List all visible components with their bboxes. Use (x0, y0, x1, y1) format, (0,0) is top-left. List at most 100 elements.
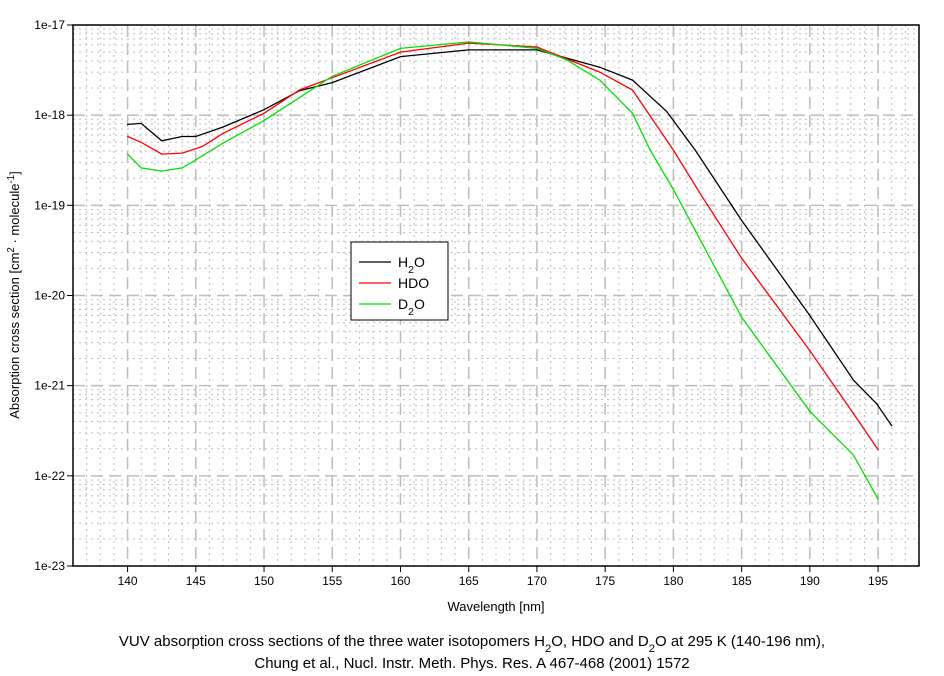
data-point (599, 66, 601, 68)
x-tick-label: 175 (595, 574, 615, 588)
x-tick-label: 155 (322, 574, 342, 588)
series-lines (126, 41, 893, 500)
x-axis-title: Wavelength [nm] (447, 599, 544, 614)
text-segment: 2 (545, 643, 551, 655)
data-point (852, 379, 855, 381)
legend-label: D2O (398, 296, 425, 318)
data-point (331, 77, 333, 79)
y-tick-label: 1e-21 (34, 379, 65, 393)
text-segment: O (414, 254, 425, 270)
y-tick-label: 1e-19 (34, 198, 65, 212)
data-point (161, 170, 163, 172)
series-line (127, 49, 893, 427)
y-tick-label: 1e-20 (34, 289, 65, 303)
data-point (195, 135, 197, 138)
data-point (891, 425, 893, 427)
data-point (631, 79, 634, 81)
data-point (698, 191, 700, 193)
data-point (161, 140, 163, 142)
data-point (263, 109, 265, 111)
data-point (809, 349, 811, 352)
data-point (852, 454, 855, 456)
y-tick-label: 1e-22 (34, 469, 65, 483)
y-axis-title: Absorption cross section [cm2 · molecule… (6, 171, 23, 419)
text-segment: H (398, 254, 408, 270)
legend-box (350, 241, 449, 321)
data-point (536, 47, 538, 50)
data-point (599, 71, 601, 73)
data-point (126, 123, 129, 125)
data-point (631, 89, 634, 91)
text-segment: 2 (6, 247, 17, 252)
x-tick-label: 160 (390, 574, 410, 588)
data-point (741, 219, 743, 222)
x-tick-label: 150 (254, 574, 274, 588)
data-point (181, 152, 183, 154)
data-point (399, 56, 402, 58)
text-segment: Absorption cross section [cm (7, 253, 22, 419)
data-point (665, 110, 668, 113)
data-point (876, 403, 878, 405)
data-point (694, 149, 696, 151)
data-point (852, 413, 855, 415)
text-segment: -1 (6, 175, 17, 184)
data-point (631, 112, 634, 114)
data-point (809, 410, 811, 412)
data-point (181, 167, 183, 169)
x-tick-label: 170 (527, 574, 547, 588)
data-point (140, 167, 142, 169)
text-segment: HDO (398, 275, 429, 291)
data-point (672, 149, 674, 151)
data-point (161, 153, 163, 155)
caption-line-1: VUV absorption cross sections of the thr… (119, 633, 825, 655)
data-point (672, 188, 674, 191)
y-tick-label: 1e-17 (34, 18, 65, 32)
data-point (566, 59, 568, 61)
text-segment: 2 (649, 643, 655, 655)
x-tick-label: 165 (459, 574, 479, 588)
text-segment: · molecule (7, 184, 22, 248)
legend-label: HDO (398, 275, 429, 291)
y-tick-label: 1e-23 (34, 559, 65, 573)
text-segment: 2 (408, 264, 414, 276)
data-point (263, 112, 265, 114)
data-point (741, 316, 743, 318)
data-point (298, 89, 301, 91)
x-tick-label: 185 (732, 574, 752, 588)
data-point (331, 75, 333, 77)
data-point (468, 49, 470, 51)
y-tick-label: 1e-18 (34, 108, 65, 122)
data-point (202, 145, 204, 148)
data-point (126, 153, 129, 155)
x-tick-label: 145 (186, 574, 206, 588)
x-tick-label: 195 (868, 574, 888, 588)
x-tick-label: 190 (800, 574, 820, 588)
series-line (127, 41, 879, 500)
x-tick-label: 140 (118, 574, 138, 588)
axis-ticks: 140 145 150 155 160 165 170 175 180 185 190 195 1e-1… (34, 18, 888, 588)
data-point (741, 257, 743, 259)
data-point (536, 46, 538, 48)
data-point (468, 41, 470, 43)
data-point (649, 149, 651, 151)
legend-label: H2O (398, 254, 425, 276)
data-point (222, 126, 224, 128)
data-point (536, 49, 538, 51)
text-segment: Chung et al., Nucl. Instr. Meth. Phys. R… (254, 655, 689, 672)
data-point (140, 122, 142, 125)
data-point (399, 47, 402, 50)
data-point (877, 449, 879, 451)
data-point (331, 81, 333, 84)
data-point (468, 42, 470, 44)
text-segment: O (414, 296, 425, 312)
caption-line-2: Chung et al., Nucl. Instr. Meth. Phys. R… (254, 655, 689, 672)
data-point (599, 79, 601, 81)
series-line (127, 42, 879, 451)
data-point (263, 120, 265, 122)
text-segment: O at 295 K (140-196 nm), (655, 633, 825, 650)
text-segment: O, HDO and D (551, 633, 649, 650)
text-segment: ] (7, 171, 22, 175)
grid (73, 25, 919, 566)
